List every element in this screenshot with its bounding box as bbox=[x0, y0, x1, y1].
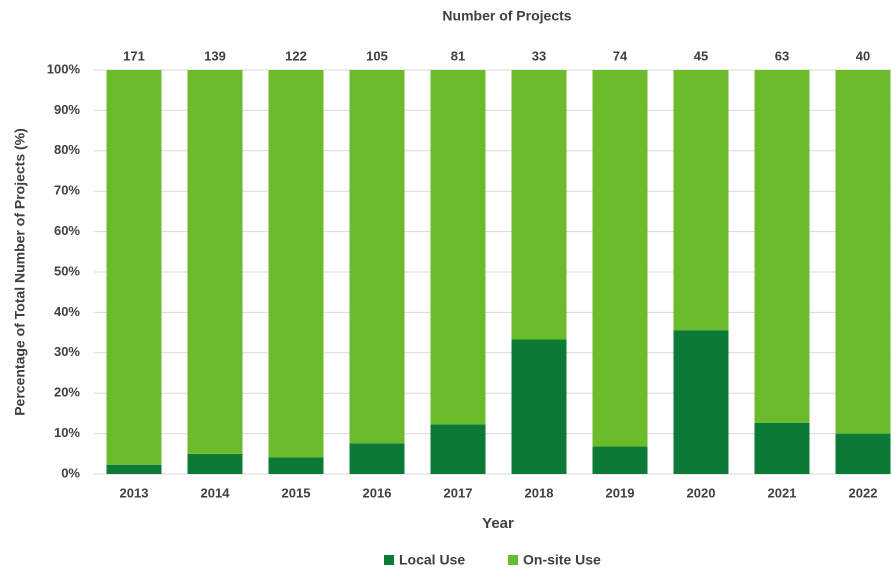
x-tick-label: 2015 bbox=[282, 485, 311, 500]
x-tick-label: 2019 bbox=[606, 485, 635, 500]
x-tick-label: 2014 bbox=[201, 485, 231, 500]
y-tick-label: 10% bbox=[54, 425, 80, 440]
project-count-label: 81 bbox=[451, 48, 465, 63]
y-tick-label: 70% bbox=[54, 183, 80, 198]
legend-label: On-site Use bbox=[523, 552, 601, 568]
x-tick-label: 2013 bbox=[120, 485, 149, 500]
bar-segment bbox=[106, 70, 162, 465]
bar-segment bbox=[511, 339, 567, 474]
project-count-label: 139 bbox=[204, 48, 226, 63]
legend-swatch bbox=[384, 555, 394, 565]
x-tick-label: 2016 bbox=[363, 485, 392, 500]
project-count-label: 105 bbox=[366, 48, 388, 63]
project-count-label: 122 bbox=[285, 48, 307, 63]
bar-segment bbox=[349, 70, 405, 444]
bar-segment bbox=[268, 70, 324, 458]
bar-segment bbox=[187, 453, 243, 474]
bar-segment bbox=[106, 464, 162, 474]
bar-segment bbox=[835, 70, 891, 434]
y-tick-label: 100% bbox=[47, 61, 81, 76]
project-count-label: 40 bbox=[856, 48, 870, 63]
legend-label: Local Use bbox=[399, 552, 465, 568]
project-count-label: 171 bbox=[123, 48, 145, 63]
bar-segment bbox=[754, 422, 810, 474]
annotation-title: Number of Projects bbox=[442, 8, 571, 24]
project-count-label: 33 bbox=[532, 48, 546, 63]
bar-segment bbox=[511, 70, 567, 340]
project-count-label: 74 bbox=[613, 48, 628, 63]
bar-segment bbox=[187, 70, 243, 454]
bar-segment bbox=[430, 70, 486, 425]
legend-swatch bbox=[508, 555, 518, 565]
bar-segment bbox=[592, 70, 648, 447]
y-tick-label: 60% bbox=[54, 223, 80, 238]
project-count-label: 63 bbox=[775, 48, 789, 63]
y-tick-label: 20% bbox=[54, 385, 80, 400]
bar-segment bbox=[673, 70, 729, 331]
x-axis-label: Year bbox=[482, 515, 514, 532]
y-tick-label: 0% bbox=[61, 465, 80, 480]
y-tick-label: 50% bbox=[54, 263, 80, 278]
bar-segment bbox=[592, 446, 648, 474]
bar-segment bbox=[835, 433, 891, 474]
bar-segment bbox=[430, 424, 486, 474]
x-tick-label: 2020 bbox=[687, 485, 716, 500]
x-tick-label: 2022 bbox=[849, 485, 878, 500]
y-tick-label: 80% bbox=[54, 142, 80, 157]
y-tick-label: 90% bbox=[54, 102, 80, 117]
x-tick-label: 2021 bbox=[768, 485, 797, 500]
bar-segment bbox=[349, 443, 405, 474]
y-tick-label: 40% bbox=[54, 304, 80, 319]
y-tick-label: 30% bbox=[54, 344, 80, 359]
x-tick-label: 2017 bbox=[444, 485, 473, 500]
project-count-label: 45 bbox=[694, 48, 708, 63]
x-tick-label: 2018 bbox=[525, 485, 554, 500]
bar-segment bbox=[673, 330, 729, 474]
bar-segment bbox=[754, 70, 810, 423]
bar-segment bbox=[268, 457, 324, 474]
y-axis-label: Percentage of Total Number of Projects (… bbox=[12, 128, 28, 416]
